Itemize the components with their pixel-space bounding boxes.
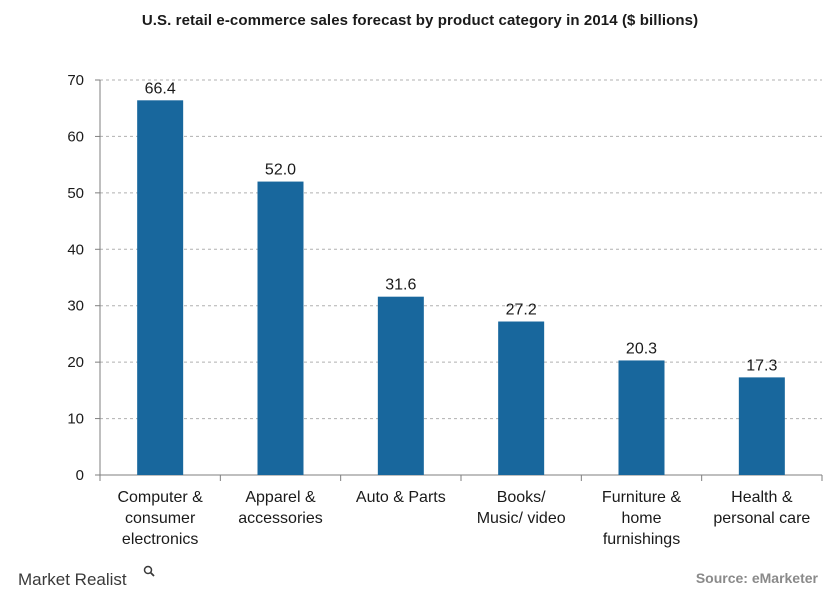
- bar: [257, 181, 304, 476]
- x-tick-label: Computer &: [117, 489, 203, 506]
- y-tick-label: 70: [67, 72, 84, 89]
- data-label: 31.6: [385, 277, 416, 294]
- magnifier-icon: [143, 565, 155, 577]
- chart-title: U.S. retail e-commerce sales forecast by…: [141, 12, 699, 29]
- bar: [137, 100, 184, 476]
- data-label: 27.2: [506, 302, 537, 319]
- y-tick-label: 30: [67, 298, 84, 315]
- x-tick-label: Books/: [497, 489, 546, 506]
- y-tick-label: 10: [67, 411, 84, 428]
- bar: [498, 321, 545, 475]
- bar: [738, 377, 785, 475]
- x-tick-label: electronics: [122, 531, 198, 548]
- x-tick-label: Furniture &: [602, 489, 681, 506]
- x-tick-label: Auto & Parts: [356, 489, 446, 506]
- source-note: Source: eMarketer: [695, 570, 818, 586]
- x-tick-label: Health &: [731, 489, 793, 506]
- y-tick-label: 40: [67, 241, 84, 258]
- y-tick-label: 50: [67, 185, 84, 202]
- x-tick-label: personal care: [713, 510, 810, 527]
- data-label: 17.3: [746, 357, 777, 374]
- brand-logo: Market Realist: [18, 570, 127, 589]
- data-label: 20.3: [626, 340, 657, 357]
- y-tick-label: 60: [67, 128, 84, 145]
- data-label: 66.4: [145, 80, 176, 97]
- x-tick-label: accessories: [238, 510, 322, 527]
- y-tick-label: 20: [67, 354, 84, 371]
- bar: [618, 360, 665, 475]
- x-tick-label: consumer: [125, 510, 196, 527]
- bar: [377, 296, 424, 475]
- data-label: 52.0: [265, 162, 296, 179]
- x-tick-label: Apparel &: [245, 489, 316, 506]
- x-tick-label: home: [621, 510, 661, 527]
- x-tick-label: Music/ video: [477, 510, 566, 527]
- y-tick-label: 0: [76, 467, 84, 484]
- x-tick-label: furnishings: [603, 531, 680, 548]
